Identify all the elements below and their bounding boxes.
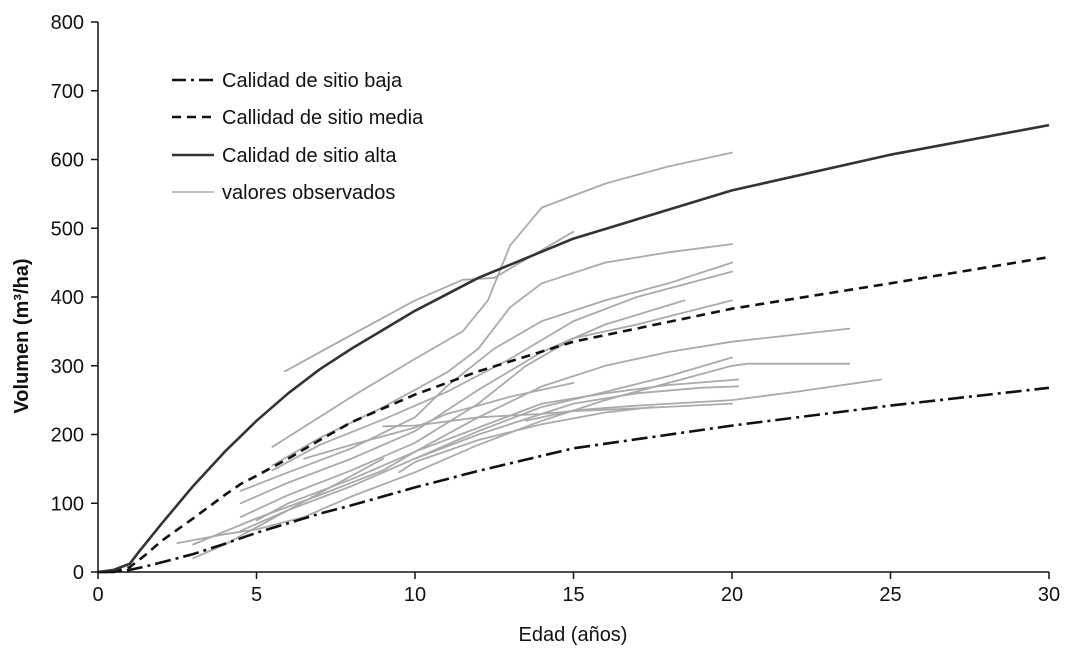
observed-line-17 <box>525 378 882 422</box>
x-tick-label: 10 <box>404 584 426 606</box>
series-media-line <box>98 255 1050 574</box>
observed-line-4 <box>271 270 733 472</box>
legend-label-baja: Calidad de sitio baja <box>222 70 403 92</box>
observed-line-9 <box>192 457 385 560</box>
x-tick-label: 30 <box>1038 584 1060 606</box>
y-tick-label: 400 <box>51 287 84 309</box>
series-baja-line <box>98 386 1050 574</box>
observed-line-11 <box>239 356 733 532</box>
observed-line-10 <box>176 362 851 544</box>
x-tick-label: 15 <box>562 584 584 606</box>
observed-line-14 <box>398 406 654 474</box>
y-axis-title: Volumen (m³/ha) <box>11 258 33 413</box>
x-tick-label: 0 <box>92 584 103 606</box>
observed-line-6 <box>239 299 686 505</box>
x-tick-label: 5 <box>251 584 262 606</box>
observed-line-12 <box>255 378 740 522</box>
y-tick-label: 800 <box>51 12 84 34</box>
x-axis-title: Edad (años) <box>519 624 628 646</box>
y-tick-label: 200 <box>51 425 84 447</box>
y-tick-label: 500 <box>51 218 84 240</box>
x-tick-label: 20 <box>721 584 743 606</box>
legend-label-observed: valores observados <box>222 182 395 204</box>
observed-line-3 <box>271 243 733 467</box>
observed-line-16 <box>414 385 740 460</box>
observed-line-8 <box>192 327 851 546</box>
observed-line-2 <box>271 151 733 448</box>
legend: Calidad de sitio baja Callidad de sitio … <box>172 70 424 204</box>
model-lines <box>97 123 1050 574</box>
legend-label-media: Callidad de sitio media <box>222 107 424 129</box>
axes <box>91 21 1050 579</box>
observed-line-5 <box>239 261 733 492</box>
observed-line-7 <box>239 299 733 518</box>
observed-line-13 <box>303 382 575 460</box>
y-tick-label: 100 <box>51 493 84 515</box>
series-alta-line <box>97 123 1050 574</box>
y-tick-label: 300 <box>51 356 84 378</box>
y-tick-label: 700 <box>51 81 84 103</box>
y-tick-label: 0 <box>73 562 84 584</box>
y-tick-label: 600 <box>51 150 84 172</box>
legend-label-alta: Calidad de sitio alta <box>222 145 397 167</box>
x-tick-label: 25 <box>879 584 901 606</box>
observed-lines <box>176 151 882 560</box>
